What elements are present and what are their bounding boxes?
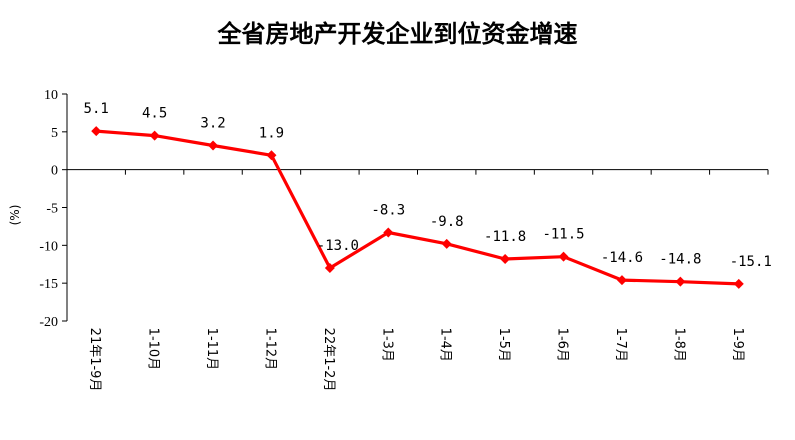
data-point-marker — [675, 276, 686, 287]
y-tick-label: 0 — [51, 164, 58, 179]
data-point-marker — [208, 140, 219, 151]
y-tick-label: 5 — [51, 126, 58, 141]
x-tick-label: 1-7月 — [613, 328, 628, 362]
data-point-marker — [91, 126, 102, 137]
chart-title: 全省房地产开发企业到位资金增速 — [217, 20, 578, 48]
data-label: -14.6 — [601, 250, 643, 266]
data-point-marker — [383, 227, 394, 238]
data-point-marker — [558, 251, 569, 262]
data-label: -15.1 — [730, 254, 772, 270]
data-point-marker — [500, 253, 511, 264]
x-tick-label: 1-5月 — [496, 328, 511, 362]
data-label: -14.8 — [659, 252, 701, 268]
x-tick-label: 22年1-2月 — [321, 328, 336, 392]
data-point-marker — [733, 278, 744, 289]
x-tick-label: 1-3月 — [379, 328, 394, 362]
data-label: -9.8 — [430, 214, 464, 230]
y-tick-label: -5 — [46, 202, 58, 217]
data-label: -13.0 — [317, 238, 359, 254]
data-point-marker — [149, 130, 160, 141]
data-label: 4.5 — [142, 106, 167, 122]
x-tick-label: 1-6月 — [555, 328, 570, 362]
x-tick-label: 1-4月 — [438, 328, 453, 362]
y-axis-label: (%) — [8, 205, 22, 226]
y-tick-label: -15 — [39, 277, 58, 292]
data-label: 1.9 — [259, 125, 284, 141]
y-tick-label: -20 — [39, 315, 58, 330]
data-label: -8.3 — [371, 202, 405, 218]
x-tick-label: 1-11月 — [204, 328, 219, 371]
data-label: 5.1 — [84, 101, 109, 117]
data-label: 3.2 — [200, 115, 225, 131]
x-tick-label: 1-8月 — [671, 328, 686, 362]
data-point-marker — [266, 150, 277, 161]
x-tick-label: 1-12月 — [262, 328, 277, 371]
x-tick-label: 21年1-9月 — [87, 328, 102, 392]
x-tick-label: 1-9月 — [730, 328, 745, 362]
x-tick-label: 1-10月 — [146, 328, 161, 371]
y-tick-label: -10 — [39, 239, 58, 254]
data-point-marker — [616, 275, 627, 286]
data-point-marker — [324, 263, 335, 274]
data-point-marker — [441, 238, 452, 249]
data-label: -11.8 — [484, 229, 526, 245]
data-label: -11.5 — [542, 227, 584, 243]
series-line — [96, 129, 739, 286]
y-tick-label: 10 — [44, 88, 58, 103]
